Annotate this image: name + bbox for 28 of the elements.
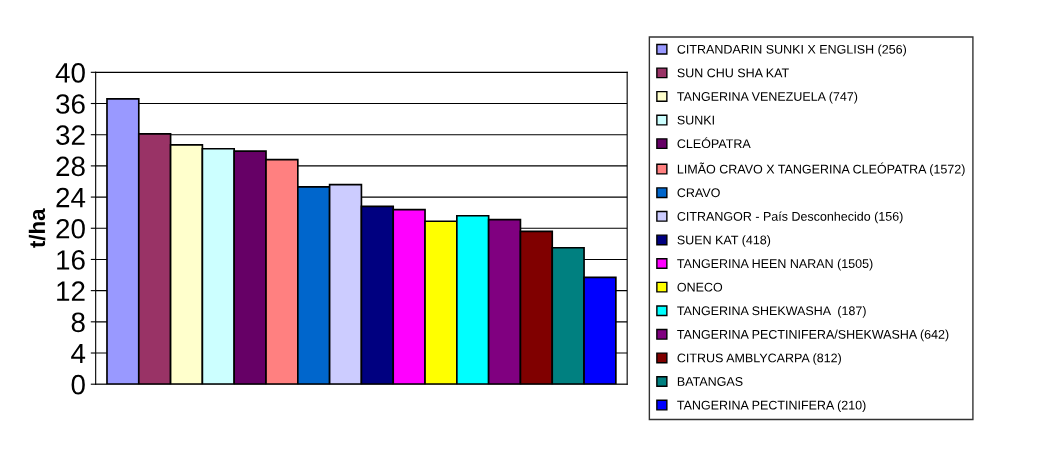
legend-label: CITRANDARIN SUNKI X ENGLISH (256)	[677, 44, 906, 57]
y-tick-label: 16	[57, 250, 85, 270]
legend-label: TANGERINA VENEZUELA (747)	[677, 91, 858, 104]
y-tick-label: 28	[56, 156, 85, 177]
legend-label: SUEN KAT (418)	[677, 235, 771, 247]
y-tick-label: 8	[71, 312, 85, 333]
legend-label: TANGERINA SHEKWASHA (187)	[677, 306, 866, 318]
legend-label: TANGERINA PECTINIFERA (210)	[677, 400, 866, 413]
y-tick-label: 36	[56, 94, 85, 114]
legend-label: LIMÃO CRAVO X TANGERINA CLEÓPATRA (1572)	[677, 162, 965, 177]
legend-label: BATANGAS	[677, 377, 743, 386]
y-tick-label: 12	[57, 281, 85, 301]
y-tick-label: 32	[56, 125, 85, 146]
y-axis-title: t/ha	[28, 208, 46, 248]
y-tick-label: 40	[55, 62, 85, 83]
legend-label: CLEÓPATRA	[677, 137, 751, 149]
legend-label: TANGERINA PECTINIFERA/SHEKWASHA (642)	[677, 329, 949, 342]
legend-label: CRAVO	[677, 188, 720, 198]
y-tick-label: 24	[56, 187, 86, 208]
legend-label: CITRANGOR - País Desconhecido (156)	[677, 211, 903, 224]
y-tick-label: 4	[71, 343, 86, 364]
legend-label: ONECO	[677, 282, 723, 292]
legend-label: SUNKI	[677, 115, 714, 125]
legend-label: TANGERINA HEEN NARAN (1505)	[677, 258, 873, 271]
legend-label: SUN CHU SHA KAT	[677, 68, 789, 78]
y-tick-label: 0	[71, 374, 85, 395]
y-tick-label: 20	[56, 218, 85, 239]
legend-label: CITRUS AMBLYCARPA (812)	[677, 353, 841, 365]
